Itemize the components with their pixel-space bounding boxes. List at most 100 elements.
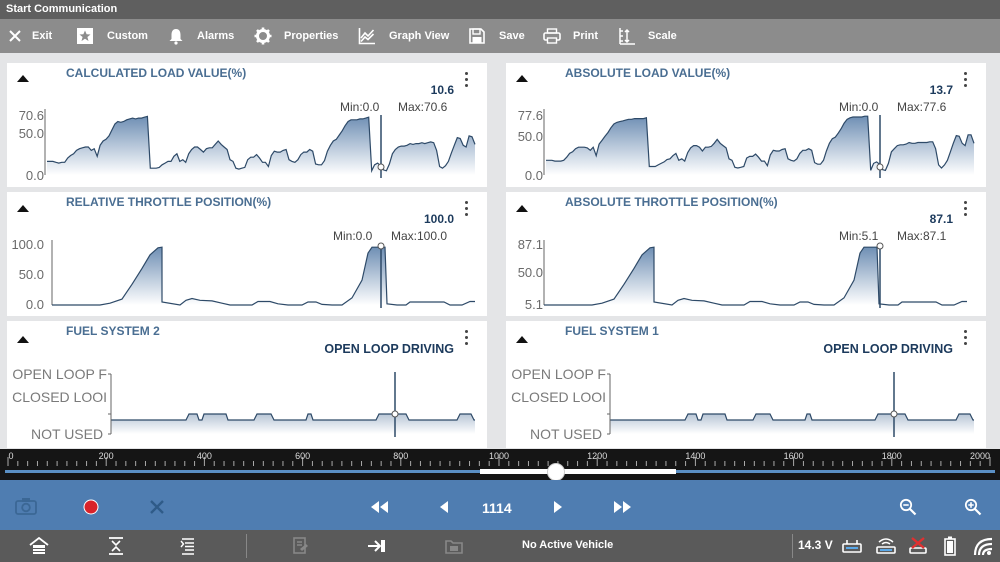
step-back-button[interactable] — [436, 499, 452, 515]
line-chart[interactable] — [506, 63, 986, 187]
more-options-icon[interactable] — [964, 72, 968, 88]
y-axis-bottom-label: NOT USED — [31, 426, 104, 442]
series-line — [544, 246, 967, 306]
graph-panel-fuel-system-2: FUEL SYSTEM 2 OPEN LOOP DRIVING OPEN LOO… — [7, 321, 487, 448]
y-axis-top-label: 77.6 — [517, 108, 543, 123]
properties-button[interactable]: Properties — [254, 19, 338, 53]
min-value: Min:0.0 — [340, 100, 380, 114]
cursor-marker — [377, 163, 385, 171]
save-button[interactable]: Save — [469, 19, 525, 53]
timeline-tick-label: 200 — [98, 451, 114, 461]
step-forward-icon — [554, 501, 562, 513]
vci-status[interactable] — [840, 530, 864, 562]
close-icon — [9, 30, 21, 42]
current-value: OPEN LOOP DRIVING — [823, 342, 953, 356]
timeline-tick-label: 1600 — [783, 451, 804, 461]
star-icon — [77, 28, 93, 44]
timeline-scrubber[interactable]: 0 200 400 600 800 1000 1200 1400 1600 1800 2000 — [0, 449, 1000, 480]
vehicle-menu-button[interactable] — [106, 530, 126, 562]
rewind-button[interactable] — [368, 499, 390, 515]
y-axis-bottom-label: 0.0 — [524, 168, 543, 183]
graph-view-button[interactable]: Graph View — [358, 19, 449, 53]
series-line — [47, 115, 476, 174]
wifi-status[interactable] — [972, 530, 996, 562]
connect-arrow-icon — [368, 540, 385, 552]
more-options-icon[interactable] — [964, 330, 968, 346]
line-chart[interactable] — [7, 192, 487, 316]
collapse-arrow-icon[interactable] — [17, 75, 29, 82]
record-button[interactable] — [82, 498, 100, 516]
exit-button[interactable]: Exit — [8, 19, 52, 53]
panel-title: CALCULATED LOAD VALUE(%) — [66, 66, 247, 80]
state-chart[interactable] — [7, 321, 487, 448]
timeline-tick-label: 1000 — [488, 451, 510, 461]
current-value: 100.0 — [423, 212, 454, 226]
scale-button[interactable]: Scale — [618, 19, 677, 53]
y-axis-top-label: 70.6 — [18, 108, 44, 123]
more-options-icon[interactable] — [465, 72, 469, 88]
step-forward-button[interactable] — [550, 499, 566, 515]
reports-button[interactable] — [290, 530, 310, 562]
window-title: Start Communication — [0, 0, 1000, 19]
clear-button[interactable] — [148, 498, 166, 516]
folder-icon — [445, 540, 463, 554]
collapse-arrow-icon[interactable] — [516, 336, 528, 343]
snapshot-camera-button[interactable] — [14, 496, 38, 516]
fast-forward-icon — [614, 501, 631, 513]
data-list-button[interactable] — [178, 530, 198, 562]
series-line — [111, 413, 475, 421]
rewind-icon — [371, 501, 388, 513]
playback-bar: 1114 — [0, 480, 1000, 530]
camera-icon — [15, 498, 37, 515]
graph-icon — [358, 28, 375, 45]
vehicle-status: No Active Vehicle — [522, 539, 614, 551]
zoom-out-button[interactable] — [898, 497, 918, 517]
home-button[interactable] — [28, 530, 50, 562]
graph-panel-absolute-throttle: ABSOLUTE THROTTLE POSITION(%) 87.1 Min:5… — [506, 192, 986, 316]
timeline-selection[interactable] — [480, 469, 676, 474]
cursor-marker — [377, 242, 385, 250]
current-value: 87.1 — [929, 212, 953, 226]
scanner-disconnected-status[interactable] — [906, 530, 930, 562]
series-line — [610, 413, 974, 421]
graph-view-label: Graph View — [389, 30, 450, 42]
custom-button[interactable]: Custom — [76, 19, 148, 53]
scale-icon — [619, 28, 635, 45]
series-line — [546, 115, 975, 172]
cursor-marker — [391, 410, 399, 418]
more-options-icon[interactable] — [964, 201, 968, 217]
y-axis-top-label: 87.1 — [517, 237, 543, 252]
fast-forward-button[interactable] — [612, 499, 634, 515]
battery-voltage: 14.3 V — [798, 538, 833, 552]
cursor-marker — [876, 163, 884, 171]
state-chart[interactable] — [506, 321, 986, 448]
timeline-tick-label: 400 — [196, 451, 212, 461]
collapse-arrow-icon[interactable] — [17, 205, 29, 212]
timeline-thumb[interactable] — [547, 463, 565, 481]
series-area — [546, 116, 974, 175]
timeline-tick-label: 600 — [295, 451, 311, 461]
report-icon — [293, 537, 308, 554]
collapse-arrow-icon[interactable] — [516, 205, 528, 212]
more-options-icon[interactable] — [465, 330, 469, 346]
zoom-out-icon — [899, 498, 917, 516]
files-button[interactable] — [444, 530, 464, 562]
wireless-status[interactable] — [874, 530, 898, 562]
current-value: OPEN LOOP DRIVING — [324, 342, 454, 356]
y-axis-top-label: OPEN LOOP F — [12, 366, 107, 382]
collapse-arrow-icon[interactable] — [516, 75, 528, 82]
print-button[interactable]: Print — [543, 19, 598, 53]
y-axis-mid-label: 50.0 — [517, 265, 543, 280]
more-options-icon[interactable] — [465, 201, 469, 217]
line-chart[interactable] — [7, 63, 487, 187]
battery-status — [940, 530, 960, 562]
alarms-button[interactable]: Alarms — [168, 19, 234, 53]
current-value: 10.6 — [430, 83, 454, 97]
wifi-signal-icon — [973, 537, 993, 556]
line-chart[interactable] — [506, 192, 986, 316]
print-label: Print — [573, 30, 599, 42]
printer-icon — [543, 28, 561, 44]
zoom-in-button[interactable] — [963, 497, 983, 517]
connect-button[interactable] — [366, 530, 388, 562]
collapse-arrow-icon[interactable] — [17, 336, 29, 343]
